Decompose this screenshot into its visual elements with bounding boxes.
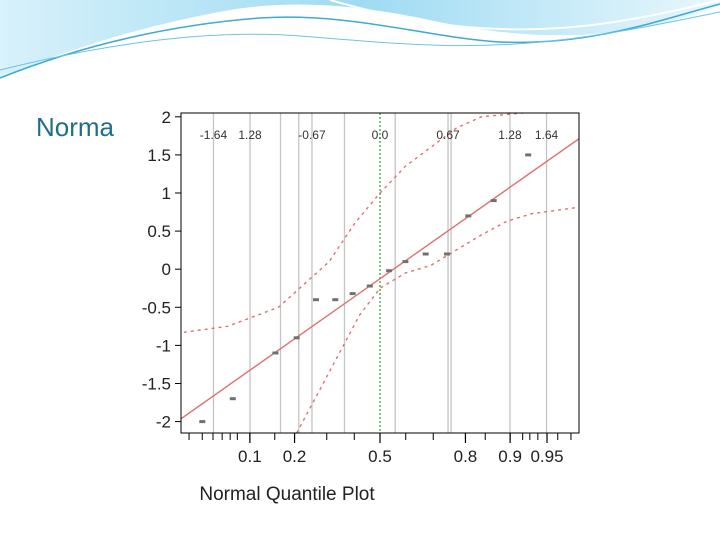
- y-tick-label: 1.5: [147, 146, 171, 165]
- data-points: [199, 153, 532, 424]
- bottom-tick-label: 0.95: [530, 447, 563, 466]
- data-point: [199, 420, 206, 424]
- data-point: [402, 260, 409, 264]
- bottom-tick-label: 0.5: [368, 447, 392, 466]
- slide-title: Norma: [36, 112, 115, 142]
- data-point: [349, 292, 356, 296]
- data-point: [386, 269, 393, 273]
- normal-quantile-plot: 2 1.5 1 0.5 0 -0.5 -1 -1.5 -2 0.1 0.2 0.5 0.8 0.9 0.9…: [122, 100, 600, 520]
- data-point: [332, 298, 339, 302]
- y-tick-label: 1: [162, 184, 171, 203]
- bottom-tick-label: 0.9: [498, 447, 522, 466]
- confidence-band-lower: [296, 206, 579, 433]
- y-tick-label: 0: [162, 260, 171, 279]
- top-quantile-label: -1.64: [200, 128, 228, 142]
- y-tick-label: -0.5: [142, 298, 171, 317]
- y-tick-label: 2: [162, 108, 171, 127]
- data-point: [229, 397, 236, 401]
- bottom-tick-label: 0.1: [238, 447, 262, 466]
- bottom-axis: 0.1 0.2 0.5 0.8 0.9 0.95: [188, 433, 572, 466]
- data-point: [465, 214, 472, 218]
- decorative-banner: [0, 0, 720, 79]
- confidence-bands: [181, 113, 579, 433]
- y-axis: 2 1.5 1 0.5 0 -0.5 -1 -1.5 -2: [142, 108, 181, 432]
- x-axis-label: Normal Quantile Plot: [199, 484, 375, 505]
- top-quantile-label: 1.28: [238, 128, 262, 142]
- confidence-band-upper: [181, 113, 528, 334]
- y-tick-label: -1.5: [142, 374, 171, 393]
- chart-svg: 2 1.5 1 0.5 0 -0.5 -1 -1.5 -2 0.1 0.2 0.5 0.8 0.9 0.9…: [142, 108, 580, 505]
- data-point: [272, 351, 279, 355]
- data-point: [490, 199, 497, 203]
- top-quantile-label: 0.0: [372, 128, 389, 142]
- top-quantile-label: 1.28: [498, 128, 522, 142]
- data-point: [525, 153, 532, 157]
- top-quantile-axis: -1.64 1.28 -0.67 0.0 0.67 1.28 1.64: [200, 128, 559, 142]
- top-quantile-label: -0.67: [298, 128, 326, 142]
- top-quantile-label: 1.64: [535, 128, 559, 142]
- y-tick-label: -1: [156, 336, 171, 355]
- data-point: [293, 336, 300, 340]
- fit-line-segment: [181, 137, 579, 420]
- bottom-tick-label: 0.2: [283, 447, 307, 466]
- data-point: [313, 298, 319, 302]
- y-tick-label: 0.5: [147, 222, 171, 241]
- data-point: [366, 284, 373, 288]
- grid-lines: [212, 113, 548, 433]
- data-point: [444, 252, 450, 256]
- data-point: [422, 252, 429, 256]
- bottom-tick-label: 0.8: [454, 447, 478, 466]
- y-tick-label: -2: [156, 413, 171, 432]
- top-quantile-label: 0.67: [436, 128, 460, 142]
- fit-line: [181, 137, 579, 420]
